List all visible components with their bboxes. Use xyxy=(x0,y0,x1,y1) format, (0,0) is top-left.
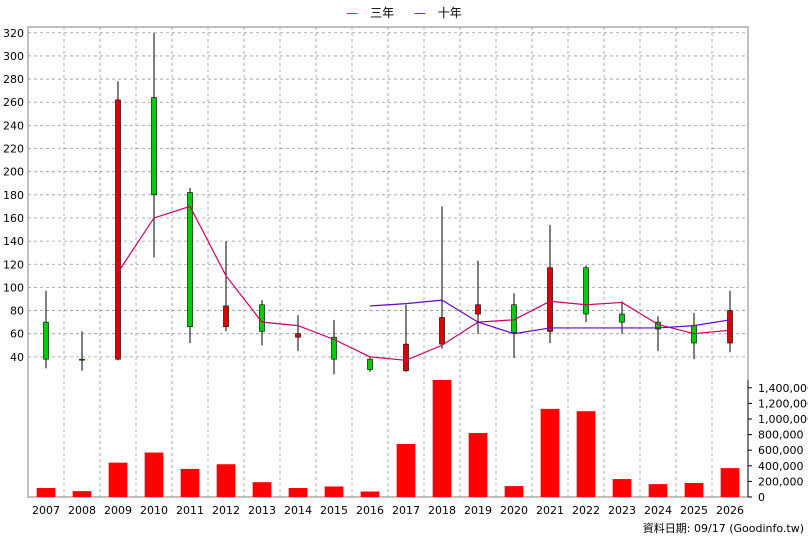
x-tick-label: 2014 xyxy=(284,504,312,517)
volume-bar xyxy=(576,411,596,497)
volume-bar xyxy=(432,380,452,497)
volume-tick-label: 400,000 xyxy=(758,460,804,473)
price-tick-label: 200 xyxy=(3,166,24,179)
candle-body xyxy=(403,343,409,372)
price-tick-label: 80 xyxy=(10,305,24,318)
volume-bar xyxy=(252,482,272,497)
candle-body xyxy=(367,358,373,370)
x-tick-label: 2021 xyxy=(536,504,564,517)
candle-body xyxy=(439,317,445,345)
candle-body xyxy=(727,310,733,344)
candle-body xyxy=(43,321,49,360)
series-line-10yr xyxy=(369,299,731,335)
x-tick-label: 2010 xyxy=(140,504,168,517)
candle-body xyxy=(331,336,337,360)
x-tick-label: 2022 xyxy=(572,504,600,517)
volume-tick-label: 200,000 xyxy=(758,475,804,488)
legend-item-10yr: — 十年 xyxy=(413,6,462,20)
volume-bar xyxy=(504,486,524,497)
volume-bar xyxy=(108,462,128,497)
legend: — 三年 — 十年 xyxy=(0,4,808,21)
volume-bar xyxy=(720,468,740,497)
legend-item-3yr: — 三年 xyxy=(346,6,395,20)
x-tick-label: 2017 xyxy=(392,504,420,517)
candle-body xyxy=(475,304,481,315)
price-tick-label: 100 xyxy=(3,281,24,294)
x-tick-label: 2023 xyxy=(608,504,636,517)
price-tick-label: 180 xyxy=(3,189,24,202)
price-tick-label: 240 xyxy=(3,119,24,132)
x-tick-label: 2013 xyxy=(248,504,276,517)
price-tick-label: 60 xyxy=(10,328,24,341)
x-tick-label: 2026 xyxy=(716,504,744,517)
candle-body xyxy=(223,305,229,328)
volume-tick-label: 800,000 xyxy=(758,429,804,442)
price-tick-label: 160 xyxy=(3,212,24,225)
volume-bar xyxy=(216,464,236,497)
volume-bar xyxy=(612,479,632,497)
candle-body xyxy=(115,99,121,360)
price-tick-label: 40 xyxy=(10,351,24,364)
x-tick-label: 2016 xyxy=(356,504,384,517)
volume-tick-label: 600,000 xyxy=(758,444,804,457)
source-note: 資料日期: 09/17 (Goodinfo.tw) xyxy=(642,522,804,535)
price-tick-label: 280 xyxy=(3,73,24,86)
x-tick-label: 2020 xyxy=(500,504,528,517)
volume-bar xyxy=(324,486,344,497)
volume-tick-label: 1,400,000 xyxy=(758,382,808,395)
candle-body xyxy=(187,192,193,328)
x-tick-label: 2009 xyxy=(104,504,132,517)
volume-tick-label: 1,000,000 xyxy=(758,413,808,426)
x-tick-label: 2012 xyxy=(212,504,240,517)
volume-tick-label: 0 xyxy=(758,491,765,504)
x-tick-label: 2008 xyxy=(68,504,96,517)
volume-bar xyxy=(180,468,200,497)
x-tick-label: 2007 xyxy=(32,504,60,517)
volume-bar xyxy=(468,433,488,497)
candle-body xyxy=(79,358,85,361)
volume-bar xyxy=(648,484,668,497)
candle-body xyxy=(619,313,625,323)
x-tick-label: 2024 xyxy=(644,504,672,517)
x-tick-label: 2025 xyxy=(680,504,708,517)
x-tick-label: 2011 xyxy=(176,504,204,517)
price-tick-label: 320 xyxy=(3,27,24,40)
volume-tick-label: 1,200,000 xyxy=(758,397,808,410)
price-tick-label: 220 xyxy=(3,143,24,156)
price-tick-label: 140 xyxy=(3,235,24,248)
price-tick-label: 300 xyxy=(3,50,24,63)
candle-body xyxy=(295,333,301,338)
volume-bar xyxy=(36,488,56,497)
candle-body xyxy=(547,267,553,332)
volume-bar xyxy=(144,452,164,497)
candle-body xyxy=(583,267,589,315)
volume-bar xyxy=(540,408,560,497)
volume-bar xyxy=(684,482,704,497)
price-tick-label: 260 xyxy=(3,96,24,109)
x-tick-label: 2015 xyxy=(320,504,348,517)
volume-bar xyxy=(360,491,380,497)
candle-body xyxy=(151,97,157,196)
volume-bar xyxy=(288,488,308,497)
volume-bar xyxy=(72,491,92,497)
volume-bar xyxy=(396,443,416,497)
x-tick-label: 2018 xyxy=(428,504,456,517)
candle-body xyxy=(259,304,265,332)
price-tick-label: 120 xyxy=(3,258,24,271)
x-tick-label: 2019 xyxy=(464,504,492,517)
series-line-3yr xyxy=(117,205,731,361)
